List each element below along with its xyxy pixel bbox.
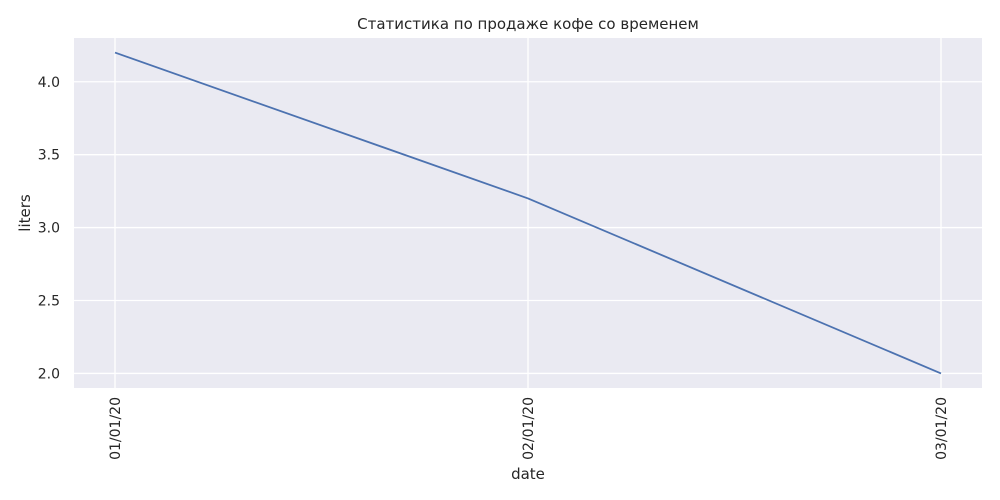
y-axis-label: liters xyxy=(16,194,34,232)
y-tick-label: 4.0 xyxy=(38,75,60,91)
y-tick-label: 3.5 xyxy=(38,148,60,164)
x-axis-label: date xyxy=(511,465,545,483)
chart-title: Статистика по продаже кофе со временем xyxy=(357,15,699,33)
y-tick-label: 3.0 xyxy=(38,221,60,237)
y-tick-label: 2.5 xyxy=(38,294,60,310)
x-tick-label: 01/01/20 xyxy=(108,397,124,460)
series-layer xyxy=(114,51,942,375)
x-tick-label: 02/01/20 xyxy=(521,397,537,460)
x-tick-label: 03/01/20 xyxy=(934,397,950,460)
y-tick-label: 2.0 xyxy=(38,366,60,382)
tick-labels: 2.0 2.5 3.0 3.5 4.0 01/01/20 02/01/20 03/01/20 xyxy=(38,75,950,460)
grid xyxy=(74,38,982,388)
series-line xyxy=(114,51,942,375)
